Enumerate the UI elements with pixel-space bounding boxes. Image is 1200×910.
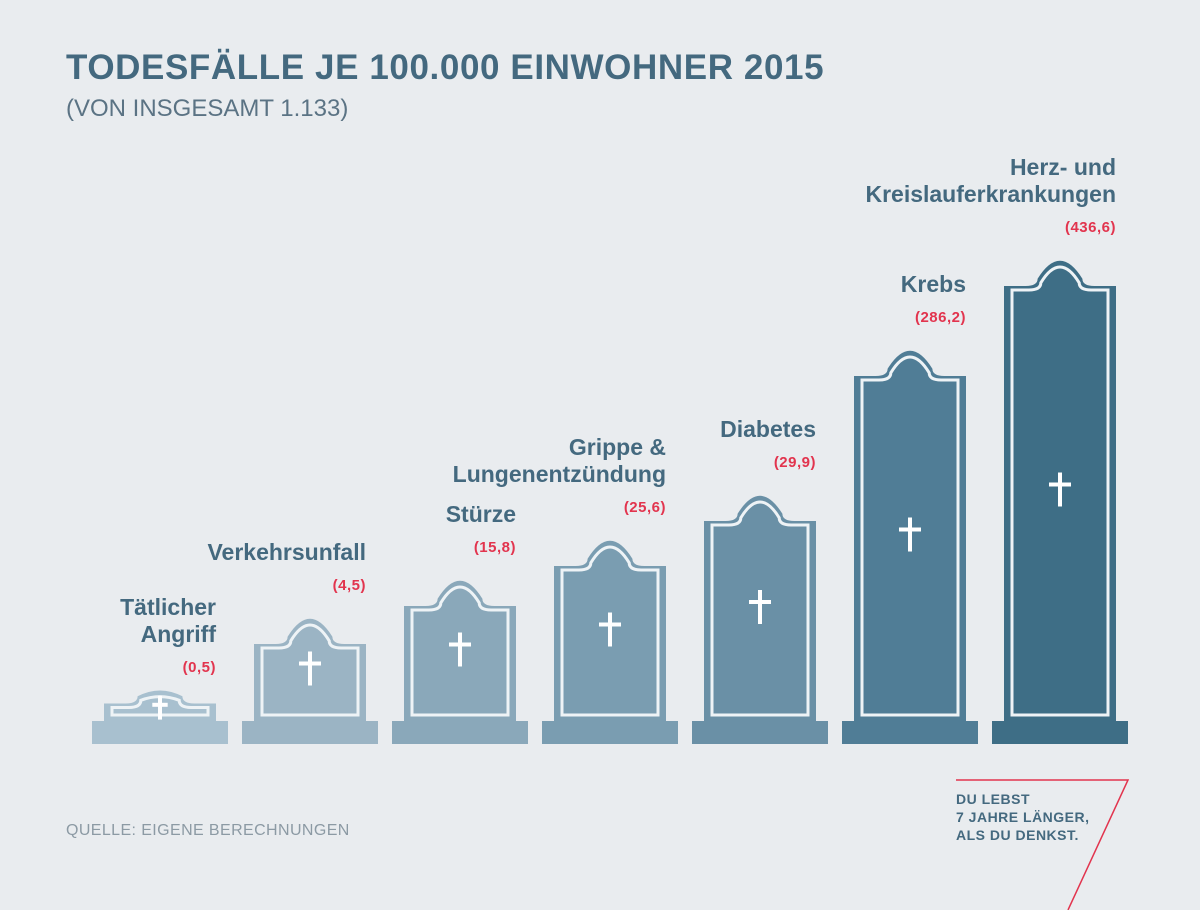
cross-icon <box>1049 472 1071 507</box>
category-label: Herz- und <box>1010 154 1116 180</box>
value-label: (4,5) <box>333 577 366 594</box>
category-label: Tätlicher <box>120 594 216 620</box>
chart-subtitle: (VON INSGESAMT 1.133) <box>66 95 349 122</box>
value-label: (0,5) <box>183 659 216 676</box>
value-label: (15,8) <box>474 539 516 556</box>
tombstone-base <box>692 721 828 744</box>
tombstone-base <box>842 721 978 744</box>
cross-icon <box>152 695 168 720</box>
category-label: Stürze <box>446 501 516 527</box>
category-label: Grippe & <box>569 434 666 460</box>
slogan-line-2: 7 JAHRE LÄNGER, <box>956 809 1090 825</box>
cross-icon <box>299 651 321 686</box>
tombstone-inner-outline <box>260 623 360 717</box>
tombstone-inner-outline <box>560 545 660 717</box>
slogan-line-1: DU LEBST <box>956 791 1030 807</box>
tombstone-inner-outline <box>110 695 210 717</box>
tombstone-base <box>242 721 378 744</box>
cross-icon <box>599 612 621 647</box>
slogan-frame-line <box>956 779 1130 910</box>
value-label: (436,6) <box>1065 219 1116 236</box>
tombstone-inner-outline <box>410 585 510 717</box>
tombstone-4: (29,9) Diabetes <box>692 416 828 744</box>
tombstone-base <box>92 721 228 744</box>
chart-title: TODESFÄLLE JE 100.000 EINWOHNER 2015 <box>66 48 825 87</box>
category-label: Angriff <box>141 621 217 647</box>
tombstone-1: (4,5) Verkehrsunfall <box>207 539 378 744</box>
tombstone-base <box>392 721 528 744</box>
value-label: (29,9) <box>774 454 816 471</box>
category-label: Verkehrsunfall <box>207 539 366 565</box>
cross-icon <box>899 517 921 552</box>
cross-icon <box>449 632 471 667</box>
value-label: (25,6) <box>624 499 666 516</box>
slogan-line-3: ALS DU DENKST. <box>956 827 1079 843</box>
cross-icon <box>749 590 771 624</box>
tombstone-3: (25,6) Grippe &Lungenentzündung <box>453 434 678 744</box>
tombstone-base <box>542 721 678 744</box>
tombstone-5: (286,2) Krebs <box>842 271 978 744</box>
tombstone-inner-outline <box>860 355 960 717</box>
category-label: Diabetes <box>720 416 816 442</box>
category-label: Krebs <box>901 271 966 297</box>
tombstone-2: (15,8) Stürze <box>392 501 528 744</box>
tombstone-base <box>992 721 1128 744</box>
tombstone-inner-outline <box>710 500 810 717</box>
value-label: (286,2) <box>915 309 966 326</box>
source-note: QUELLE: EIGENE BERECHNUNGEN <box>66 822 350 839</box>
tombstone-inner-outline <box>1010 265 1110 717</box>
slogan: DU LEBST 7 JAHRE LÄNGER, ALS DU DENKST. <box>956 790 1126 844</box>
category-label: Lungenentzündung <box>453 461 666 487</box>
category-label: Kreislauferkrankungen <box>865 181 1116 207</box>
